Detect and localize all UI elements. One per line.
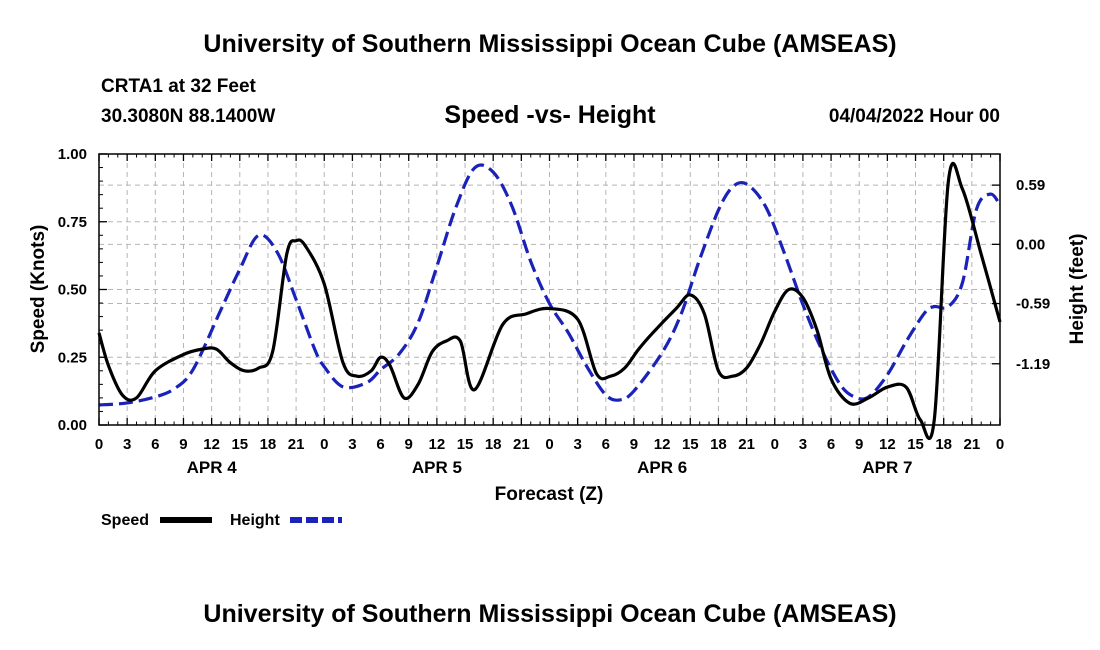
x-tick-label: 9 [630, 436, 638, 453]
legend: Speed Height [101, 512, 342, 529]
y-tick-label: 0.50 [58, 282, 87, 299]
x-tick-label: 21 [738, 436, 755, 453]
x-tick-label: 18 [710, 436, 727, 453]
y-tick-label: 0.00 [58, 417, 87, 434]
x-tick-label: 12 [429, 436, 446, 453]
x-tick-label: 0 [771, 436, 779, 453]
y-tick-label: 1.00 [58, 146, 87, 163]
x-tick-label: 15 [907, 436, 924, 453]
x-tick-label: 18 [485, 436, 502, 453]
y-tick-labels: 0.00 0.25 0.50 0.75 1.00 -1.19 -0.59 0.00 0.59 [58, 146, 1050, 434]
x-tick-label: 0 [320, 436, 328, 453]
station-label: CRTA1 at 32 Feet [101, 76, 256, 97]
x-tick-label: 3 [123, 436, 131, 453]
x-tick-label: 6 [376, 436, 384, 453]
x-axis-title: Forecast (Z) [495, 484, 604, 505]
series-line-height [98, 163, 1002, 407]
y2-tick-label: 0.59 [1016, 177, 1045, 194]
x-tick-label: 6 [151, 436, 159, 453]
x-tick-labels: 0 3 6 9 12 15 18 21 0 3 6 9 12 15 18 21 0 3 6 9 12 15 18 21 0 3 6 9… [95, 436, 1004, 477]
legend-label-height: Height [230, 512, 280, 529]
x-tick-label: 0 [95, 436, 103, 453]
x-tick-label: 15 [682, 436, 699, 453]
x-tick-label: 21 [964, 436, 981, 453]
x-tick-label: 18 [260, 436, 277, 453]
x-tick-label: 9 [405, 436, 413, 453]
day-label: APR 5 [412, 458, 462, 477]
day-label: APR 4 [187, 458, 238, 477]
x-tick-label: 3 [573, 436, 581, 453]
x-tick-label: 0 [545, 436, 553, 453]
coordinates-label: 30.3080N 88.1400W [101, 106, 276, 127]
x-tick-label: 9 [855, 436, 863, 453]
x-tick-label: 6 [827, 436, 835, 453]
data-series [97, 162, 1002, 440]
x-tick-label: 12 [203, 436, 220, 453]
y2-tick-label: -0.59 [1016, 296, 1050, 313]
footer-title: University of Southern Mississippi Ocean… [203, 600, 897, 628]
day-label: APR 7 [862, 458, 912, 477]
series-line-speed [97, 162, 1002, 440]
grid-lines [99, 154, 1000, 425]
x-tick-label: 6 [602, 436, 610, 453]
x-tick-label: 12 [879, 436, 896, 453]
x-tick-label: 21 [288, 436, 305, 453]
y-tick-label: 0.25 [58, 349, 87, 366]
x-tick-label: 15 [231, 436, 248, 453]
x-tick-label: 15 [457, 436, 474, 453]
chart-subtitle: Speed -vs- Height [444, 101, 656, 129]
chart-title: University of Southern Mississippi Ocean… [203, 30, 897, 58]
day-label: APR 6 [637, 458, 687, 477]
x-tick-label: 21 [513, 436, 530, 453]
plot-frame [98, 153, 1001, 426]
forecast-datetime: 04/04/2022 Hour 00 [828, 106, 1000, 127]
x-tick-label: 3 [348, 436, 356, 453]
y-tick-label: 0.75 [58, 214, 87, 231]
y2-tick-label: -1.19 [1016, 356, 1050, 373]
y2-axis-title: Height (feet) [1067, 234, 1088, 345]
x-tick-label: 0 [996, 436, 1004, 453]
legend-label-speed: Speed [101, 512, 149, 529]
y2-tick-label: 0.00 [1016, 236, 1045, 253]
x-tick-label: 18 [935, 436, 952, 453]
x-tick-label: 9 [179, 436, 187, 453]
x-tick-label: 12 [654, 436, 671, 453]
x-tick-label: 3 [799, 436, 807, 453]
y-axis-title: Speed (Knots) [28, 225, 49, 354]
